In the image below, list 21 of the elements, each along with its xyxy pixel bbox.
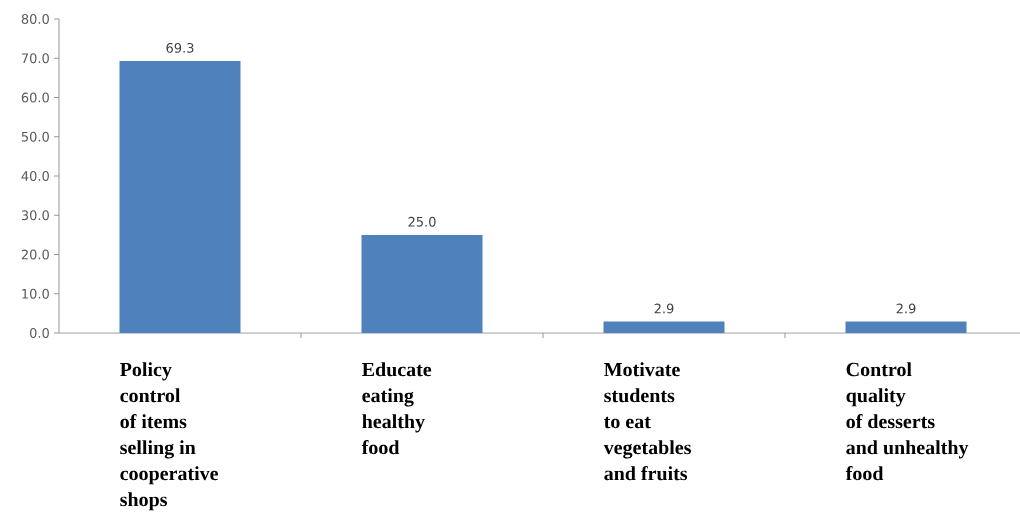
data-label: 25.0	[408, 216, 436, 227]
y-tick-label: 50.0	[21, 131, 49, 142]
x-tick-label: Control quality of desserts and unhealthy food	[845, 362, 969, 481]
y-tick-label: 40.0	[21, 171, 49, 181]
y-tick-label: 60.0	[21, 92, 49, 103]
data-label: 69.3	[166, 42, 194, 53]
x-tick-label: Educate eating healthy food	[361, 362, 432, 455]
bar	[361, 234, 483, 333]
x-tick-label: Motivate students to eat vegetables and fruits	[603, 362, 691, 481]
y-tick-label: 0.0	[29, 328, 49, 338]
x-tick-label: Policy control of items selling in cooperative shops	[120, 362, 219, 511]
bar	[603, 321, 725, 333]
bar	[119, 61, 241, 333]
y-tick-label: 70.0	[21, 53, 49, 64]
y-tick-label: 20.0	[21, 249, 49, 260]
y-tick-label: 80.0	[21, 14, 49, 24]
bar	[845, 321, 967, 333]
data-label: 2.9	[654, 303, 674, 314]
data-label: 2.9	[896, 303, 916, 314]
y-tick-label: 30.0	[21, 210, 49, 221]
y-tick-label: 10.0	[22, 288, 49, 299]
